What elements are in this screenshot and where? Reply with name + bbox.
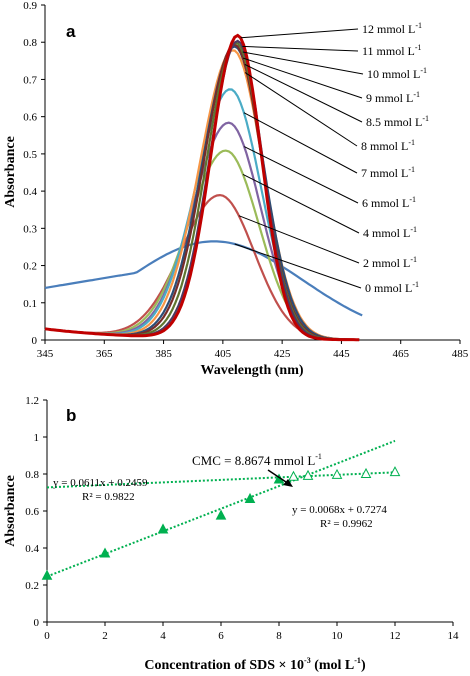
trendline-2-r2: R² = 0.9962 bbox=[320, 518, 373, 530]
panel-a-x-tick-label: 385 bbox=[155, 348, 172, 360]
data-point-open bbox=[360, 467, 372, 478]
data-point-filled bbox=[99, 547, 111, 558]
panel-b-cmc-plot: 0 2 4 6 8 10 12 14 0 0.2 0.4 0.6 0.8 1 1.2 b Absorban… bbox=[3, 395, 459, 673]
spectrum-line-10 bbox=[44, 33, 360, 342]
callout-leader bbox=[242, 57, 363, 99]
panel-b-y-tick-label: 0 bbox=[34, 617, 40, 629]
panel-b-y-tick-label: 0.6 bbox=[25, 506, 39, 518]
panel-a-x-tick-label: 405 bbox=[215, 348, 232, 360]
data-point-open bbox=[288, 470, 299, 481]
panel-a-y-tick-label: 0.6 bbox=[23, 112, 37, 124]
trendline-2-equation: y = 0.0068x + 0.7274 bbox=[292, 504, 387, 516]
panel-a-y-tick-label: 0.8 bbox=[23, 37, 37, 49]
panel-a-y-tick-label: 0.7 bbox=[23, 74, 37, 86]
panel-a-y-axis-title: Absorbance bbox=[3, 136, 18, 208]
callout-leader bbox=[238, 215, 360, 264]
data-point-open bbox=[302, 469, 314, 480]
panel-b-y-tick-label: 0.4 bbox=[25, 543, 39, 555]
panel-a-y-tick-label: 0.9 bbox=[23, 0, 37, 12]
panel-b-x-tick-label: 12 bbox=[390, 630, 401, 642]
callout-label: 10 mmol L-1 bbox=[367, 66, 427, 81]
callout-leader bbox=[242, 173, 360, 234]
callout-label: 0 mmol L-1 bbox=[365, 280, 419, 295]
callout-label: 9 mmol L-1 bbox=[366, 90, 420, 105]
panel-a-label: a bbox=[66, 22, 76, 41]
panel-a-x-tick-label: 465 bbox=[392, 348, 409, 360]
panel-b-y-tick-label: 0.8 bbox=[25, 469, 39, 481]
trendline-1-r2: R² = 0.9822 bbox=[82, 491, 135, 503]
panel-a-y-tick-label: 0.2 bbox=[23, 261, 37, 273]
callout-label: 2 mmol L-1 bbox=[363, 255, 417, 270]
panel-a-x-axis-title: Wavelength (nm) bbox=[200, 363, 303, 378]
callout-label: 6 mmol L-1 bbox=[362, 195, 416, 210]
trendline-1-equation: y = 0.0611x + 0.2459 bbox=[53, 477, 148, 489]
panel-b-x-tick-label: 0 bbox=[44, 630, 50, 642]
panel-a-x-tick-label: 345 bbox=[37, 348, 54, 360]
panel-b-y-tick-label: 1 bbox=[34, 432, 40, 444]
spectrum-line-0 bbox=[44, 240, 363, 317]
panel-b-y-tick-label: 1.2 bbox=[25, 395, 39, 407]
callout-label: 7 mmol L-1 bbox=[361, 165, 415, 180]
panel-b-y-axis-title: Absorbance bbox=[3, 475, 18, 547]
panel-b-x-tick-label: 4 bbox=[160, 630, 166, 642]
callout-leader bbox=[242, 45, 359, 52]
panel-b-x-tick-label: 14 bbox=[448, 630, 460, 642]
callout-label: 8.5 mmol L-1 bbox=[366, 114, 429, 129]
panel-a-x-tick-label: 425 bbox=[274, 348, 291, 360]
data-point-open bbox=[389, 466, 401, 477]
callout-leader bbox=[244, 63, 363, 123]
callout-leader bbox=[244, 72, 358, 147]
panel-a-y-tick-label: 0.4 bbox=[23, 186, 37, 198]
panel-b-x-tick-label: 10 bbox=[332, 630, 344, 642]
data-point-filled bbox=[215, 509, 227, 520]
panel-a-x-tick-label: 445 bbox=[333, 348, 350, 360]
panel-a-y-tick-label: 0.1 bbox=[23, 298, 37, 310]
panel-b-x-axis-title: Concentration of SDS × 10-3 (mol L-1) bbox=[144, 656, 366, 673]
panel-b-x-tick-label: 6 bbox=[218, 630, 224, 642]
data-point-filled bbox=[41, 569, 53, 580]
panel-a-x-tick-label: 485 bbox=[452, 348, 469, 360]
cmc-arrow bbox=[267, 469, 293, 487]
data-point-filled bbox=[244, 492, 256, 503]
callout-label: 12 mmol L-1 bbox=[362, 21, 422, 36]
callout-leader bbox=[240, 28, 359, 39]
data-point-open bbox=[331, 468, 343, 479]
callout-label: 8 mmol L-1 bbox=[361, 138, 415, 153]
callout-leader bbox=[243, 146, 359, 204]
panel-a-x-tick-label: 365 bbox=[96, 348, 113, 360]
panel-b-x-tick-label: 2 bbox=[102, 630, 108, 642]
callout-leader bbox=[234, 243, 362, 289]
data-point-filled bbox=[157, 523, 169, 534]
panel-a-y-tick-label: 0.3 bbox=[23, 223, 37, 235]
panel-b-label: b bbox=[66, 406, 76, 425]
panel-a-y-tick-label: 0 bbox=[32, 335, 38, 347]
panel-a-absorption-spectra: 345 365 385 405 425 445 465 485 0 0.1 0.2 0.3 0.4 0.… bbox=[3, 0, 469, 378]
cmc-annotation: CMC = 8.8674 mmol L-1 bbox=[192, 452, 322, 468]
callout-leader bbox=[242, 51, 364, 75]
callout-label: 4 mmol L-1 bbox=[363, 225, 417, 240]
panel-b-x-tick-label: 8 bbox=[276, 630, 282, 642]
panel-b-y-tick-label: 0.2 bbox=[25, 580, 39, 592]
callout-label: 11 mmol L-1 bbox=[362, 43, 422, 58]
panel-a-y-tick-label: 0.5 bbox=[23, 149, 37, 161]
callout-leader bbox=[243, 112, 358, 174]
